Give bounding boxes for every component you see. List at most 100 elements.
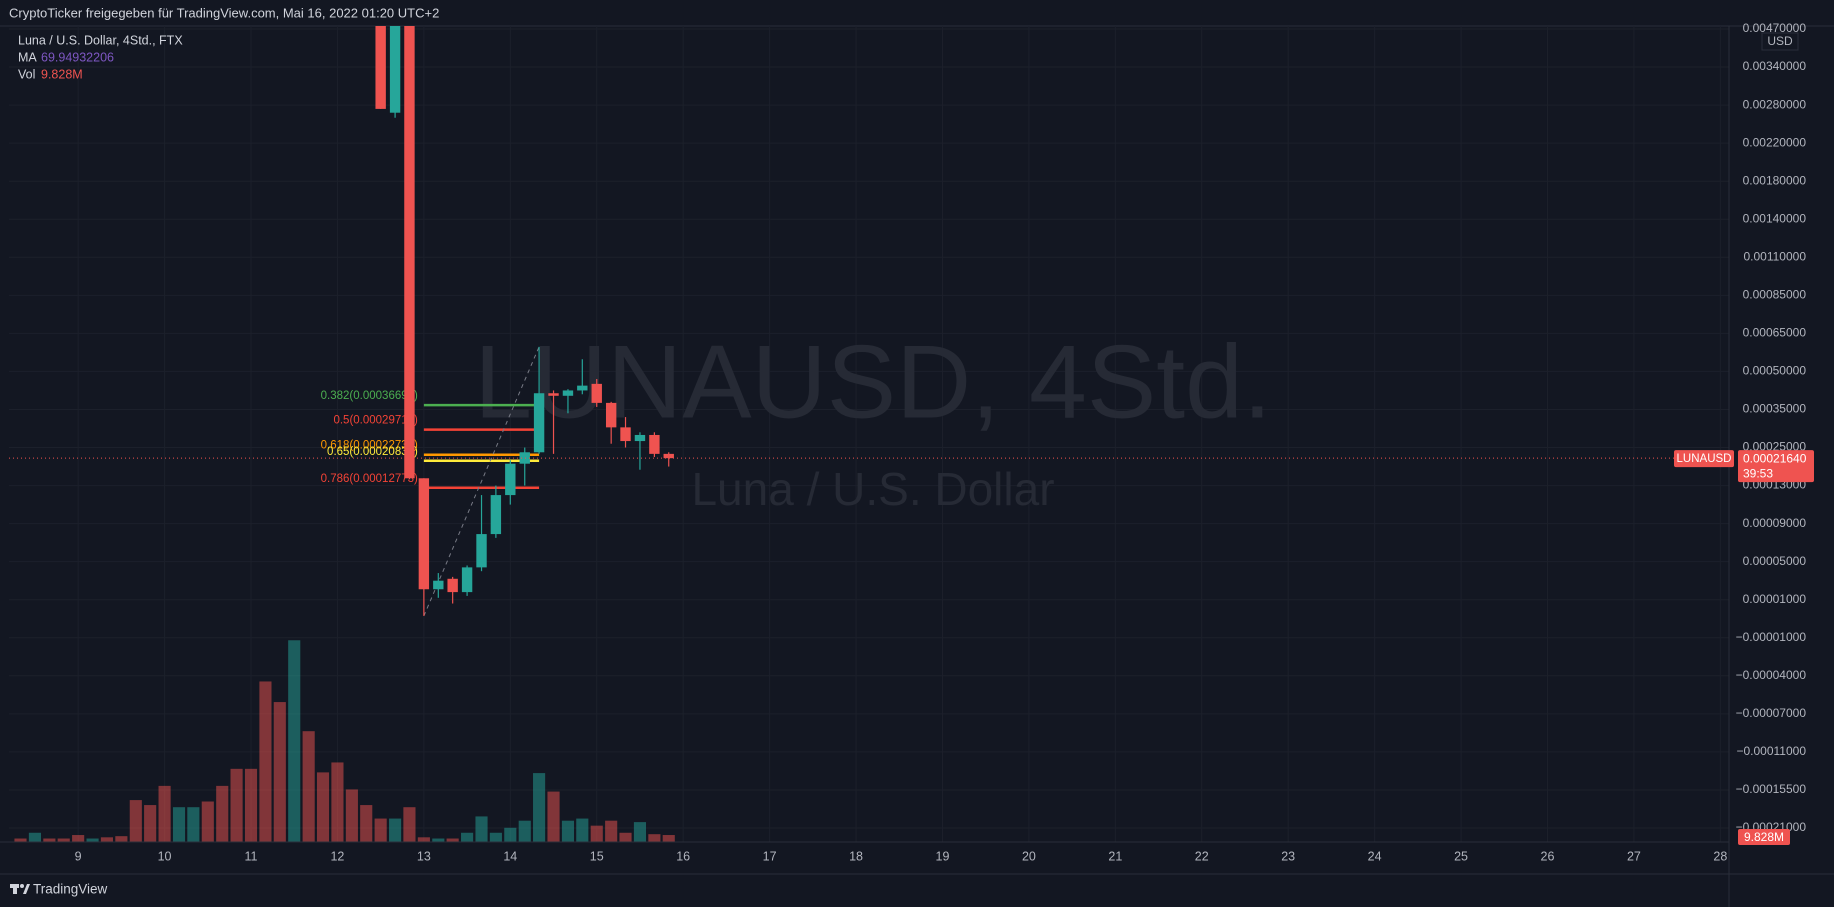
x-tick-label: 14 — [503, 849, 517, 863]
candle-body — [461, 567, 473, 593]
y-tick-label: 0.00065000 — [1743, 326, 1807, 340]
volume-bar — [115, 836, 128, 842]
y-tick-label: 0.00009000 — [1743, 516, 1807, 530]
volume-bar — [43, 838, 56, 842]
logo-part — [20, 884, 24, 888]
x-tick-label: 15 — [590, 849, 604, 863]
candle-body — [591, 383, 602, 403]
candle-body — [375, 26, 386, 109]
y-tick-label: 0.00180000 — [1743, 173, 1807, 187]
candle-body — [562, 390, 574, 396]
x-tick-label: 10 — [158, 849, 172, 863]
candle-body — [605, 402, 617, 428]
volume-bar — [489, 832, 502, 842]
y-tick-label: 0.00140000 — [1743, 211, 1807, 225]
fib-label: 0.5(0.00029715) — [333, 415, 418, 427]
y-tick-label: 0.00005000 — [1743, 554, 1807, 568]
volume-bar — [230, 768, 243, 842]
y-tick-label: 0.00340000 — [1743, 59, 1807, 73]
y-tick-label: −0.00011000 — [1736, 744, 1806, 758]
symbol-label: LUNAUSD — [1677, 453, 1732, 465]
volume-bar — [504, 827, 517, 842]
y-tick-label: 0.00280000 — [1743, 97, 1807, 111]
candles — [375, 26, 674, 616]
volume-bar — [648, 834, 661, 842]
candle-body — [533, 393, 545, 453]
x-tick-label: 28 — [1713, 849, 1727, 863]
volume-bar — [533, 773, 546, 842]
candle-body — [649, 434, 660, 454]
candle-body — [519, 452, 530, 464]
volume-bar — [216, 785, 229, 842]
volume-bar — [633, 822, 647, 842]
y-tick-label: 0.00220000 — [1743, 135, 1807, 149]
candle-body — [663, 453, 674, 459]
candle-body — [447, 578, 458, 593]
x-tick-label: 13 — [417, 849, 431, 863]
volume-bar — [86, 838, 99, 842]
candle-body — [433, 580, 444, 590]
volume-bar — [14, 838, 27, 842]
x-tick-label: 23 — [1281, 849, 1295, 863]
candle-body — [620, 427, 631, 442]
volume-bar — [28, 832, 41, 842]
y-tick-label: 0.00110000 — [1743, 249, 1806, 263]
volume-bar — [244, 768, 258, 842]
fib-label: 0.786(0.00012773) — [321, 473, 418, 485]
logo-part — [23, 884, 30, 894]
currency: USD — [1767, 34, 1793, 48]
volume-bar — [72, 835, 85, 842]
x-tick-label: 27 — [1627, 849, 1641, 863]
volume-bar — [417, 837, 430, 842]
x-tick-label: 12 — [330, 849, 344, 863]
vol-value: 9.828M — [41, 67, 83, 81]
volume-bar — [331, 762, 344, 842]
candle-body — [476, 534, 487, 568]
x-tick-label: 17 — [763, 849, 777, 863]
y-tick-label: −0.00015500 — [1736, 782, 1807, 796]
footer-brand: TradingView — [33, 882, 108, 897]
price-label: 0.00021640 — [1743, 451, 1807, 465]
price-tag — [1738, 450, 1814, 483]
fib-label: 0.382(0.00036695) — [321, 390, 418, 402]
volume-bar — [345, 789, 358, 842]
x-tick-label: 11 — [245, 849, 258, 863]
volume-bar — [316, 772, 330, 842]
volume-bar — [590, 825, 603, 842]
x-tick-label: 9 — [75, 849, 82, 863]
x-tick-label: 22 — [1195, 849, 1209, 863]
volume-bar — [547, 791, 560, 842]
candle-body — [490, 495, 502, 535]
x-tick-label: 19 — [936, 849, 950, 863]
grid — [9, 26, 1729, 842]
y-tick-label: −0.00001000 — [1736, 630, 1807, 644]
volume-bar — [403, 807, 416, 842]
axes: 0.00470000 0.00340000 0.00280000 0.00220000… — [9, 21, 1814, 863]
ma-label: MA — [18, 50, 37, 64]
x-tick-label: 26 — [1541, 849, 1555, 863]
y-tick-label: −0.00007000 — [1736, 706, 1807, 720]
fib-label: 0.618(0.00022735) — [321, 440, 418, 452]
header-text: CryptoTicker freigegeben für TradingView… — [9, 5, 439, 20]
watermark: LUNAUSD, 4Std. — [474, 324, 1272, 440]
x-tick-label: 25 — [1454, 849, 1468, 863]
volume-bar — [605, 820, 618, 842]
volume-tag-label: 9.828M — [1744, 830, 1784, 844]
watermark-subtitle: Luna / U.S. Dollar — [691, 463, 1054, 515]
ma-value: 69.94932206 — [41, 50, 114, 64]
countdown: 39:53 — [1743, 466, 1773, 480]
volume-bar — [273, 702, 286, 842]
volume-bar — [57, 838, 70, 842]
currency-box — [1761, 32, 1799, 51]
y-tick-label: −0.00004000 — [1736, 668, 1807, 682]
fibonacci: 0.382(0.00036695) 0.5(0.00029715) 0.618(0.… — [321, 346, 540, 617]
trendline — [423, 346, 540, 617]
volume-bar — [576, 818, 589, 842]
volume-tag — [1738, 829, 1790, 845]
volume-pane — [14, 640, 675, 842]
y-tick-label: 0.00050000 — [1743, 364, 1807, 378]
fib-label: 0.65(0.00020836) — [327, 446, 418, 458]
volume-bar — [374, 818, 387, 842]
